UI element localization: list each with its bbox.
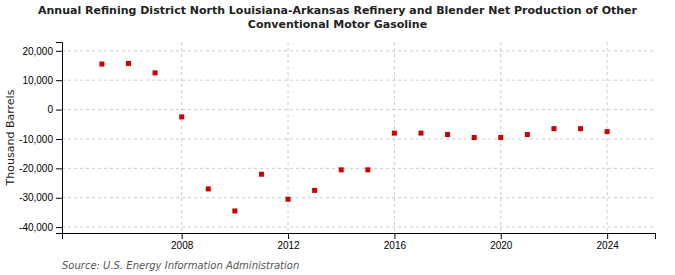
point	[445, 132, 450, 137]
point	[551, 126, 556, 131]
tick: 0	[47, 104, 62, 115]
point	[312, 188, 317, 193]
grid-line-y	[62, 138, 655, 139]
point	[232, 208, 237, 213]
tick-mark	[56, 198, 62, 199]
tick-mark	[56, 227, 62, 228]
tick-label: -30,000	[19, 192, 53, 203]
tick: 10,000	[22, 75, 62, 86]
tick-label: 0	[47, 104, 53, 115]
tick-label: 2024	[597, 240, 620, 251]
point	[498, 135, 503, 140]
x-axis: 2008 2012 2016 2020 2024	[63, 233, 656, 251]
point	[259, 172, 264, 177]
grid	[62, 42, 655, 233]
grid-line-y	[62, 227, 655, 228]
grid-line-y	[62, 197, 655, 198]
point	[99, 62, 104, 67]
tick-label: 2016	[384, 240, 407, 251]
grid-line-y	[62, 50, 655, 51]
tick-mark	[288, 233, 289, 239]
grid-line-y	[62, 168, 655, 169]
tick: 2024	[597, 233, 620, 251]
point	[365, 167, 370, 172]
grid-line-x	[607, 42, 608, 233]
point	[605, 129, 610, 134]
tick-label: 10,000	[22, 75, 53, 86]
grid-line-y	[62, 109, 655, 110]
grid-line-x	[394, 42, 395, 233]
grid-line-y	[62, 80, 655, 81]
y-axis-title: Thousand Barrels	[4, 89, 17, 186]
tick: -20,000	[19, 163, 62, 174]
tick-label: -40,000	[19, 222, 53, 233]
tick: 2016	[384, 233, 407, 251]
tick-mark	[56, 80, 62, 81]
tick: 20,000	[22, 46, 62, 57]
point	[418, 131, 423, 136]
axis-line	[63, 234, 656, 240]
plot-area: 2008 2012 2016 2020 2024 -40,000 -30,000 -20,00…	[19, 42, 655, 251]
grid-line-x	[181, 42, 182, 233]
tick-mark	[501, 233, 502, 239]
tick-label: 20,000	[22, 46, 53, 57]
tick-label: 2012	[277, 240, 300, 251]
point	[339, 167, 344, 172]
point	[578, 126, 583, 131]
point	[206, 186, 211, 191]
point	[286, 197, 291, 202]
tick: 2012	[277, 233, 300, 251]
y-axis: -40,000 -30,000 -20,000 -10,000 0 10,000 20,00…	[19, 43, 62, 234]
point	[126, 61, 131, 66]
tick-label: 2020	[490, 240, 513, 251]
tick: 2008	[171, 233, 194, 251]
tick: -40,000	[19, 222, 62, 233]
axis-line	[56, 43, 63, 234]
tick: 2020	[490, 233, 513, 251]
tick-mark	[56, 110, 62, 111]
point	[153, 70, 158, 75]
tick-label: -10,000	[19, 134, 53, 145]
tick-mark	[56, 139, 62, 140]
point	[392, 131, 397, 136]
tick-mark	[394, 233, 395, 239]
marks	[99, 61, 609, 214]
title-line: Conventional Motor Gasoline	[248, 18, 427, 31]
title-line: Annual Refining District North Louisiana…	[38, 4, 638, 17]
tick-label: 2008	[171, 240, 194, 251]
tick: -30,000	[19, 192, 62, 203]
tick-mark	[182, 233, 183, 239]
point	[472, 135, 477, 140]
point	[525, 132, 530, 137]
point	[179, 114, 184, 119]
title: Annual Refining District North Louisiana…	[38, 4, 638, 31]
source: Source: U.S. Energy Information Administ…	[62, 260, 299, 271]
tick-mark	[607, 233, 608, 239]
tick-label: -20,000	[19, 163, 53, 174]
tick: -10,000	[19, 134, 62, 145]
tick-mark	[56, 168, 62, 169]
tick-mark	[56, 51, 62, 52]
grid-line-x	[288, 42, 289, 233]
chart: Annual Refining District North Louisiana…	[0, 0, 675, 275]
